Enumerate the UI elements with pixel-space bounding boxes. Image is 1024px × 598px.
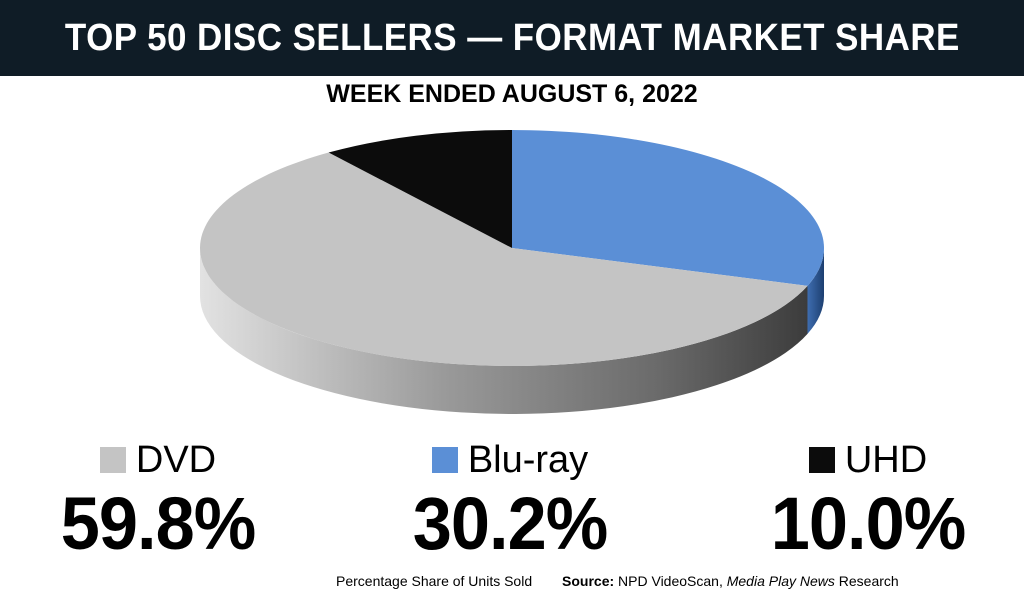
- source-suffix: Research: [838, 573, 899, 589]
- pie-slice-blu-ray: [512, 130, 825, 286]
- bluray-swatch: [431, 447, 458, 473]
- legend-dvd: DVD 59.8%: [28, 439, 288, 565]
- pie-chart: [200, 130, 825, 414]
- pie-side-blu-ray: [807, 248, 825, 334]
- source-label: Source:: [562, 573, 615, 589]
- pie-slice-dvd: [200, 152, 808, 366]
- footer: Percentage Share of Units Sold Source: N…: [336, 573, 1014, 589]
- legend-bluray: Blu-ray 30.2%: [380, 439, 640, 565]
- title-bar: TOP 50 DISC SELLERS — FORMAT MARKET SHAR…: [0, 0, 1024, 76]
- chart-subtitle: WEEK ENDED AUGUST 6, 2022: [326, 80, 698, 108]
- chart-title: TOP 50 DISC SELLERS — FORMAT MARKET SHAR…: [64, 16, 960, 59]
- dvd-swatch: [99, 447, 126, 473]
- dvd-label: DVD: [135, 439, 217, 481]
- pie-slice-uhd: [328, 130, 512, 248]
- dvd-value: 59.8%: [60, 482, 257, 565]
- source-text: NPD VideoScan,: [618, 573, 723, 589]
- uhd-label: UHD: [844, 439, 928, 481]
- uhd-value: 10.0%: [770, 482, 967, 565]
- footer-note: Percentage Share of Units Sold: [336, 573, 533, 589]
- legend-uhd: UHD 10.0%: [738, 439, 998, 565]
- source-italic: Media Play News: [726, 573, 835, 589]
- bluray-value: 30.2%: [412, 482, 609, 565]
- bluray-label: Blu-ray: [467, 439, 589, 481]
- uhd-swatch: [808, 447, 835, 473]
- pie-side-dvd: [200, 248, 808, 414]
